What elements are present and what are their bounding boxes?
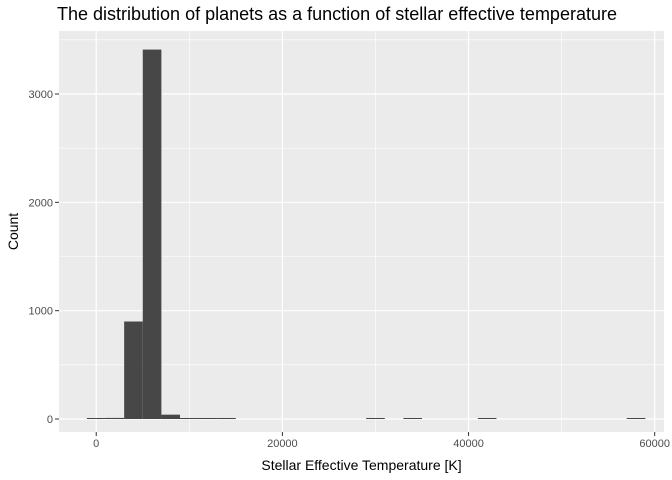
histogram-bar [161,414,180,419]
y-axis-title: Count [5,213,21,250]
histogram-bar [86,418,106,419]
histogram-bar [477,418,497,419]
histogram-bar [142,49,162,419]
x-axis-title: Stellar Effective Temperature [K] [261,457,461,473]
histogram-bar [180,418,199,419]
histogram-bar [366,418,385,419]
histogram-bar [105,417,125,419]
x-axis: 0 20000 40000 60000 [93,432,670,450]
grid-lines [59,31,664,432]
histogram-bar [124,321,143,419]
y-tick-label: 3000 [29,89,53,101]
y-axis: 0 1000 2000 3000 [29,89,59,426]
histogram-bars [86,49,646,419]
x-tick-label: 40000 [453,438,484,450]
x-tick-label: 0 [93,438,99,450]
histogram-bar [217,418,236,419]
histogram-bar [626,418,646,419]
x-tick-label: 20000 [267,438,298,450]
y-tick-label: 2000 [29,197,53,209]
x-tick-label: 60000 [639,438,670,450]
histogram-bar [403,418,422,419]
y-tick-label: 0 [47,414,53,426]
chart-title: The distribution of planets as a functio… [57,4,617,24]
histogram-bar [198,418,218,419]
y-tick-label: 1000 [29,306,53,318]
